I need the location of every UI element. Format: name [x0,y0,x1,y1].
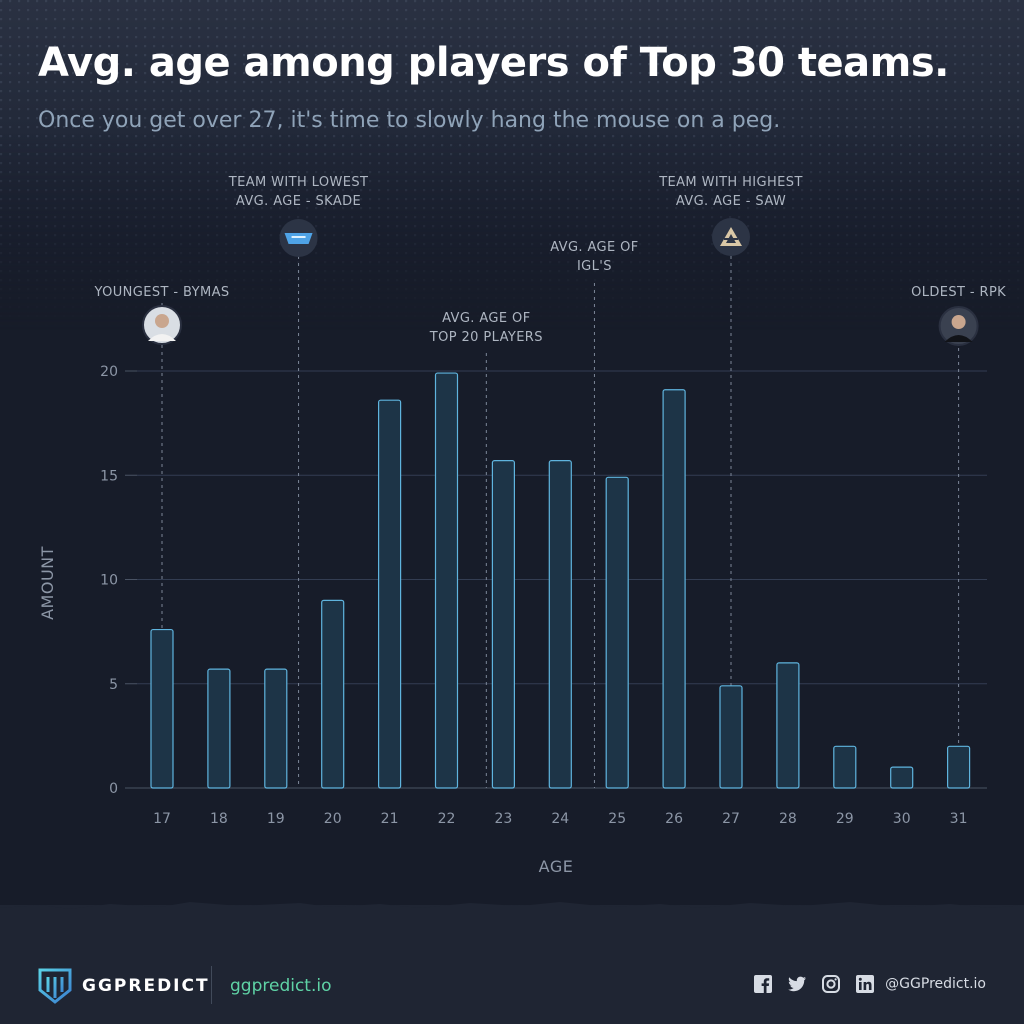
social-handle[interactable]: @GGPredict.io [885,976,986,992]
x-tick-label: 19 [267,811,285,827]
x-tick-label: 25 [608,811,626,827]
annotation-label: AVG. AGE OF [442,311,531,326]
x-tick-label: 22 [438,811,456,827]
annotation-label: AVG. AGE - SKADE [236,194,361,209]
footer-background [0,905,1024,1024]
annotation-label: TEAM WITH HIGHEST [658,175,803,190]
x-tick-label: 21 [381,811,399,827]
bar-age-30 [890,766,914,789]
y-tick-label: 10 [100,573,118,589]
bar-age-31 [946,745,971,789]
annotation-layer: YOUNGEST - BYMAS TEAM WITH LOWEST AVG. AGE… [93,175,1006,788]
annotation-label: TOP 20 PLAYERS [429,330,543,345]
bar-age-28 [776,662,800,789]
y-axis-title: AMOUNT [38,546,57,620]
x-tick-label: 28 [779,811,797,827]
y-tick-label: 20 [100,364,118,380]
bar-age-21 [378,399,402,789]
bar-age-23 [491,460,515,789]
annotation-label: YOUNGEST - BYMAS [93,285,229,300]
bar-age-27 [719,685,743,789]
skade-team-logo [279,219,318,257]
saw-team-logo [712,218,750,256]
y-tick-label: 15 [100,468,118,484]
bar-age-19 [264,668,288,789]
bar-age-22 [434,372,459,789]
x-tick-label: 20 [324,811,342,827]
x-axis-title: AGE [539,857,574,876]
y-tick-label: 0 [109,781,118,797]
footer-torn-edge [0,902,1024,920]
brand-name: GGPREDICT [82,976,210,996]
y-tick-label: 5 [109,677,118,693]
page-subtitle: Once you get over 27, it's time to slowl… [38,108,781,133]
x-tick-label: 17 [153,811,171,827]
x-tick-label: 27 [722,811,740,827]
ggpredict-logo-icon [38,968,72,1004]
bar-age-18 [207,668,231,789]
x-tick-label: 26 [665,811,683,827]
ggpredict-logo[interactable]: GGPREDICT [38,968,210,1004]
x-tick-label: 24 [551,811,569,827]
annotation-label: AVG. AGE - SAW [676,194,786,209]
header-background [0,0,1024,330]
linkedin-icon[interactable] [855,974,875,994]
bar-age-29 [833,745,857,789]
annotation-label: OLDEST - RPK [911,285,1006,300]
player-avatar-bymas [142,305,182,345]
player-avatar-rpk [938,306,979,346]
annotation-label: TEAM WITH LOWEST [228,175,369,190]
page-title: Avg. age among players of Top 30 teams. [38,40,949,86]
annotation-label: IGL'S [577,259,612,274]
social-links: @GGPredict.io [753,974,986,994]
x-tick-label: 30 [893,811,911,827]
age-bar-chart: YOUNGEST - BYMAS TEAM WITH LOWEST AVG. AGE… [38,175,1006,876]
bar-age-26 [662,389,686,789]
twitter-icon[interactable] [787,974,807,994]
x-tick-label: 23 [494,811,512,827]
x-tick-label: 18 [210,811,228,827]
bar-age-25 [605,476,629,789]
label-layer: 0 5 10 15 20 17 18 19 20 21 22 23 24 25 26 27 28 29 30 31 [100,364,967,827]
bar-age-17 [150,628,174,789]
footer-divider [211,966,212,1004]
website-link[interactable]: ggpredict.io [230,976,332,996]
bar-age-20 [321,599,345,789]
annotation-label: AVG. AGE OF [550,240,639,255]
x-tick-label: 31 [950,811,968,827]
x-tick-label: 29 [836,811,854,827]
facebook-icon[interactable] [753,974,773,994]
bar-layer [150,372,971,789]
instagram-icon[interactable] [821,974,841,994]
bar-age-24 [548,460,572,789]
